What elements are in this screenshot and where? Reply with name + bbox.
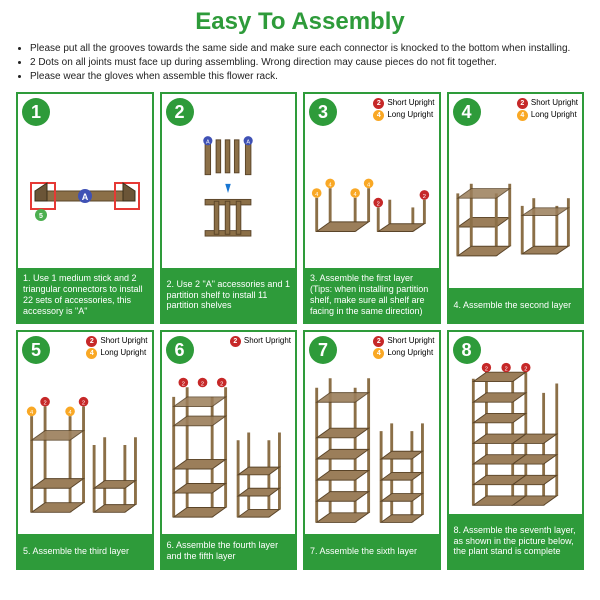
- legend-label: Short Upright: [531, 98, 578, 108]
- svg-text:A: A: [206, 140, 210, 146]
- step-cell-2: 2 A A: [160, 92, 298, 324]
- legend-label: Long Upright: [387, 110, 433, 120]
- step-number: 7: [309, 336, 337, 364]
- step-caption: 6. Assemble the fourth layer and the fif…: [162, 534, 296, 568]
- legend-label: Long Upright: [100, 348, 146, 358]
- step-cell-4: 4 2Short Upright 4Long Upright: [447, 92, 585, 324]
- legend-dot-short: 2: [373, 336, 384, 347]
- legend-label: Short Upright: [100, 336, 147, 346]
- svg-text:2: 2: [524, 366, 527, 372]
- step-number: 4: [453, 98, 481, 126]
- legend-label: Short Upright: [387, 98, 434, 108]
- legend-label: Long Upright: [531, 110, 577, 120]
- legend-dot-short: 2: [373, 98, 384, 109]
- step-caption: 3. Assemble the first layer (Tips: when …: [305, 268, 439, 322]
- legend-label: Short Upright: [244, 336, 291, 346]
- step-caption: 2. Use 2 "A" accessories and 1 partition…: [162, 268, 296, 322]
- step-caption: 7. Assemble the sixth layer: [305, 534, 439, 568]
- svg-text:2: 2: [504, 366, 507, 372]
- step-number: 3: [309, 98, 337, 126]
- bullet-item: Please put all the grooves towards the s…: [30, 42, 584, 56]
- svg-text:2: 2: [181, 381, 184, 387]
- step-caption: 4. Assemble the second layer: [449, 288, 583, 322]
- svg-text:2: 2: [44, 401, 47, 407]
- svg-text:A: A: [247, 140, 251, 146]
- bullet-item: 2 Dots on all joints must face up during…: [30, 56, 584, 70]
- legend-dot-short: 2: [517, 98, 528, 109]
- step-cell-7: 7 2Short Upright 4Long Upright: [303, 330, 441, 570]
- svg-text:5: 5: [39, 213, 43, 220]
- legend-label: Short Upright: [387, 336, 434, 346]
- step-cell-1: 1 A 5 1. Use 1 medium stick and 2 triang…: [16, 92, 154, 324]
- step-cell-3: 3 2Short Upright 4Long Upright 4 4 4: [303, 92, 441, 324]
- svg-text:2: 2: [485, 366, 488, 372]
- legend: 2Short Upright: [230, 336, 291, 348]
- svg-text:2: 2: [220, 381, 223, 387]
- legend-dot-long: 4: [373, 110, 384, 121]
- svg-text:2: 2: [201, 381, 204, 387]
- legend: 2Short Upright 4Long Upright: [86, 336, 147, 360]
- step-cell-8: 8: [447, 330, 585, 570]
- instruction-bullets: Please put all the grooves towards the s…: [16, 42, 584, 84]
- step-number: 8: [453, 336, 481, 364]
- page-title: Easy To Assembly: [16, 8, 584, 36]
- bullet-item: Please wear the gloves when assemble thi…: [30, 70, 584, 84]
- legend-dot-short: 2: [86, 336, 97, 347]
- step-caption: 5. Assemble the third layer: [18, 534, 152, 568]
- legend-dot-long: 4: [517, 110, 528, 121]
- legend-dot-long: 4: [86, 348, 97, 359]
- legend-label: Long Upright: [387, 348, 433, 358]
- step-number: 6: [166, 336, 194, 364]
- legend-dot-short: 2: [230, 336, 241, 347]
- step-number: 2: [166, 98, 194, 126]
- step-caption: 8. Assemble the seventh layer, as shown …: [449, 514, 583, 568]
- step-number: 1: [22, 98, 50, 126]
- step-caption: 1. Use 1 medium stick and 2 triangular c…: [18, 268, 152, 322]
- legend: 2Short Upright 4Long Upright: [373, 98, 434, 122]
- svg-text:2: 2: [423, 194, 426, 200]
- step-cell-5: 5 2Short Upright 4Long Upright 4: [16, 330, 154, 570]
- steps-grid: 1 A 5 1. Use 1 medium stick and 2 triang…: [16, 92, 584, 570]
- svg-text:2: 2: [377, 202, 380, 208]
- step-number: 5: [22, 336, 50, 364]
- legend-dot-long: 4: [373, 348, 384, 359]
- svg-text:2: 2: [82, 401, 85, 407]
- legend: 2Short Upright 4Long Upright: [373, 336, 434, 360]
- legend: 2Short Upright 4Long Upright: [517, 98, 578, 122]
- step-cell-6: 6 2Short Upright 2: [160, 330, 298, 570]
- svg-text:A: A: [82, 192, 89, 202]
